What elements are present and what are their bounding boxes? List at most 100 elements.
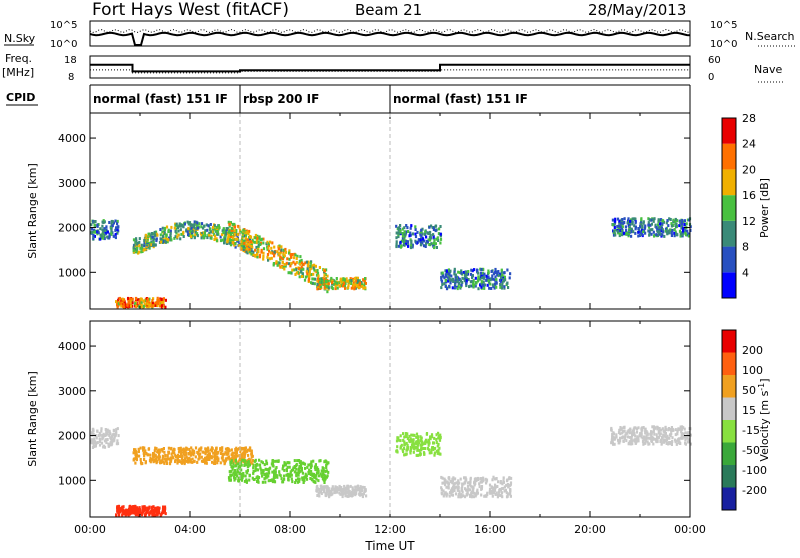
scatter-point xyxy=(416,443,419,447)
scatter-point xyxy=(662,429,665,433)
scatter-point xyxy=(242,240,245,243)
scatter-point xyxy=(283,254,286,258)
scatter-point xyxy=(95,436,98,440)
scatter-point xyxy=(461,281,464,284)
scatter-point xyxy=(106,430,109,434)
scatter-point xyxy=(205,447,208,451)
cpid-segments: normal (fast) 151 IF rbsp 200 IF normal (f… xyxy=(89,85,691,113)
cpid-label: CPID xyxy=(6,91,35,104)
scatter-point xyxy=(303,479,306,483)
scatter-point xyxy=(227,227,230,231)
scatter-point xyxy=(151,235,154,239)
scatter-point xyxy=(294,481,297,484)
scatter-point xyxy=(174,235,177,239)
scatter-point xyxy=(335,281,339,285)
scatter-point xyxy=(318,494,321,498)
scatter-point xyxy=(91,433,94,437)
scatter-point xyxy=(241,458,244,462)
scatter-point xyxy=(395,244,398,248)
scatter-point xyxy=(460,283,463,287)
scatter-point xyxy=(206,447,209,451)
freq-unit: [MHz] xyxy=(2,66,34,79)
scatter-point xyxy=(198,455,201,459)
scatter-point xyxy=(211,447,214,451)
scatter-point xyxy=(420,437,423,441)
scatter-point xyxy=(629,427,632,431)
scatter-point xyxy=(674,230,677,234)
scatter-point xyxy=(471,274,474,278)
scatter-point xyxy=(419,231,422,235)
scatter-point xyxy=(101,224,104,228)
scatter-point xyxy=(107,442,110,446)
scatter-point xyxy=(629,442,632,446)
scatter-point xyxy=(171,455,174,459)
scatter-point xyxy=(327,470,330,474)
scatter-point xyxy=(668,231,671,235)
scatter-point xyxy=(491,478,494,482)
scatter-point xyxy=(451,493,454,497)
scatter-point xyxy=(280,265,283,269)
scatter-point xyxy=(340,488,343,492)
scatter-point xyxy=(462,271,465,274)
scatter-point xyxy=(506,492,510,496)
scatter-point xyxy=(96,230,99,234)
scatter-point xyxy=(143,458,146,461)
scatter-point xyxy=(485,494,488,498)
scatter-point xyxy=(133,507,136,511)
scatter-point xyxy=(439,241,442,245)
scatter-point xyxy=(628,221,631,225)
scatter-point xyxy=(435,438,438,441)
noise-strip-frame xyxy=(89,20,691,47)
scatter-point xyxy=(102,432,105,436)
power-scatter xyxy=(90,217,692,309)
colorbar-tick-label: -15 xyxy=(742,424,760,437)
scatter-point xyxy=(658,222,662,226)
scatter-point xyxy=(499,481,502,485)
scatter-point xyxy=(116,303,119,307)
scatter-point xyxy=(469,494,472,498)
scatter-point xyxy=(306,267,309,270)
scatter-point xyxy=(200,225,203,229)
scatter-point xyxy=(196,232,199,236)
scatter-point xyxy=(281,257,285,261)
scatter-point xyxy=(498,273,501,277)
scatter-point xyxy=(263,473,266,476)
scatter-point xyxy=(225,227,228,230)
scatter-point xyxy=(151,506,154,510)
scatter-point xyxy=(327,493,330,497)
scatter-point xyxy=(668,436,671,440)
scatter-point xyxy=(273,469,276,473)
scatter-point xyxy=(115,226,118,230)
scatter-point xyxy=(623,429,626,433)
scatter-point xyxy=(116,509,119,513)
scatter-point xyxy=(266,245,269,249)
scatter-point xyxy=(495,281,498,285)
scatter-point xyxy=(189,460,192,464)
scatter-point xyxy=(662,440,666,444)
scatter-point xyxy=(474,284,477,288)
scatter-point xyxy=(324,273,327,276)
scatter-point xyxy=(624,232,627,236)
scatter-point xyxy=(463,476,466,480)
scatter-point xyxy=(278,470,281,474)
scatter-point xyxy=(191,234,194,237)
scatter-point xyxy=(233,475,236,479)
scatter-point xyxy=(428,451,431,455)
scatter-point xyxy=(310,281,313,285)
scatter-point xyxy=(633,439,637,443)
scatter-point xyxy=(285,473,288,477)
scatter-point xyxy=(432,441,435,445)
scatter-point xyxy=(96,441,99,444)
scatter-point xyxy=(161,226,164,230)
scatter-point xyxy=(330,285,334,289)
scatter-point xyxy=(107,444,110,448)
scatter-point xyxy=(235,237,238,241)
scatter-point xyxy=(214,229,218,233)
scatter-point xyxy=(679,442,682,445)
scatter-point xyxy=(630,436,633,440)
scatter-point xyxy=(666,232,669,236)
scatter-point xyxy=(421,241,424,245)
scatter-point xyxy=(503,489,506,493)
scatter-point xyxy=(260,250,263,254)
scatter-point xyxy=(433,238,436,242)
